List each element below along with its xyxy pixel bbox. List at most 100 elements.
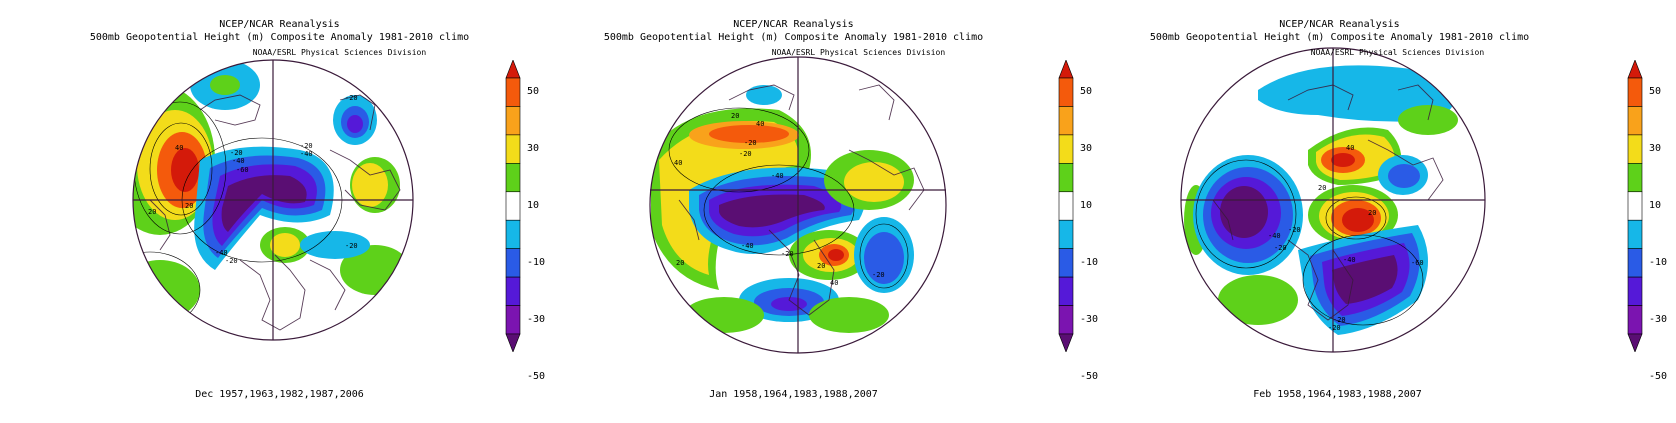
colorbar-level xyxy=(1058,77,1074,107)
contour-label: -40 xyxy=(1268,232,1281,240)
contour-label: -20 xyxy=(1333,316,1346,324)
colorbar-level xyxy=(505,305,521,335)
colorbar-level xyxy=(1627,77,1643,107)
colorbar-level xyxy=(1058,248,1074,278)
colorbar-level xyxy=(505,276,521,306)
colorbar-label: 50 xyxy=(1649,86,1662,98)
colorbar-label: -30 xyxy=(1080,313,1099,325)
colorbar-label: 10 xyxy=(527,200,540,211)
contour-label: -20 xyxy=(345,94,358,102)
colorbar-level xyxy=(505,134,521,164)
contour-label: -20 xyxy=(744,139,757,147)
contour-label: 20 xyxy=(148,208,156,216)
map-subtitle: 500mb Geopotential Height (m) Composite … xyxy=(603,32,984,43)
colorbar-label: -30 xyxy=(527,313,546,325)
colorbar-level xyxy=(1058,305,1074,335)
colorbar-level xyxy=(1058,163,1074,193)
colorbar-label: -10 xyxy=(1649,256,1668,268)
colorbar-svg xyxy=(505,60,521,352)
contour-label: -40 xyxy=(741,242,754,250)
contour-label: -60 xyxy=(236,166,249,174)
colorbar-level xyxy=(1058,333,1074,352)
contour-label: -40 xyxy=(1343,256,1356,264)
map-title: NCEP/NCAR Reanalysis xyxy=(219,19,340,30)
colorbar: 50 30 10 -10 -30 -50 xyxy=(1058,60,1118,382)
contour-label: -20 xyxy=(225,257,238,265)
colorbar-svg xyxy=(1627,60,1643,352)
contour-label: -60 xyxy=(1411,259,1424,267)
colorbar-level xyxy=(505,60,521,79)
map-credit: NOAA/ESRL Physical Sciences Division xyxy=(252,48,427,57)
colorbar-label: -50 xyxy=(527,370,546,382)
map-panel-jan: 20 40 -20 -20 -40 40 20 -40 -20 -20 20 4… xyxy=(559,0,1118,423)
contour-label: 40 xyxy=(1346,144,1354,152)
contour-label: -20 xyxy=(230,149,243,157)
colorbar-level xyxy=(505,191,521,221)
contour-label: 20 xyxy=(185,202,193,210)
colorbar-level xyxy=(1627,134,1643,164)
colorbar-label: -50 xyxy=(1080,370,1099,382)
contour-label: -40 xyxy=(771,172,784,180)
map-credit: NOAA/ESRL Physical Sciences Division xyxy=(1310,48,1485,57)
map-panel-feb: 40 20 -20 -40 -20 -40 -60 -20 20 -20 NCE… xyxy=(1118,0,1676,423)
map-caption: Jan 1958,1964,1983,1988,2007 xyxy=(709,389,878,400)
map-panel-dec: 20 40 -20 -40 -60 -20 -40 -20 20 -40 -20… xyxy=(0,0,559,423)
contour-label: 40 xyxy=(674,159,682,167)
colorbar-level xyxy=(1627,191,1643,221)
contour-label: 20 xyxy=(1318,184,1326,192)
contour-label: 40 xyxy=(830,279,838,287)
colorbar-label: 50 xyxy=(527,86,540,98)
colorbar-label: -10 xyxy=(527,256,546,268)
contour-label: -20 xyxy=(345,242,358,250)
contour-label: 20 xyxy=(676,259,684,267)
colorbar-level xyxy=(505,77,521,107)
colorbar-level xyxy=(1627,163,1643,193)
colorbar-label: 30 xyxy=(527,143,540,155)
contour-label: -40 xyxy=(300,150,313,158)
contour-label: 20 xyxy=(1368,209,1376,217)
colorbar-level xyxy=(1058,191,1074,221)
colorbar: 50 30 10 -10 -30 -50 xyxy=(1627,60,1676,382)
colorbar-label: 10 xyxy=(1080,200,1093,211)
map-subtitle: 500mb Geopotential Height (m) Composite … xyxy=(1149,32,1530,43)
polar-map-feb: 40 20 -20 -40 -20 -40 -60 -20 20 -20 xyxy=(1180,47,1486,353)
map-caption: Dec 1957,1963,1982,1987,2006 xyxy=(195,389,364,400)
contour-label: -20 xyxy=(1288,226,1301,234)
contour-label: -20 xyxy=(1274,244,1287,252)
colorbar-level xyxy=(1627,60,1643,79)
contour-label: -20 xyxy=(1328,324,1341,332)
contour-label: 20 xyxy=(731,112,739,120)
colorbar-level xyxy=(1627,106,1643,136)
map-credit: NOAA/ESRL Physical Sciences Division xyxy=(771,48,946,57)
colorbar-level xyxy=(505,106,521,136)
colorbar-level xyxy=(1627,248,1643,278)
colorbar-level xyxy=(1058,106,1074,136)
colorbar-level xyxy=(505,333,521,352)
colorbar-label: 30 xyxy=(1080,143,1093,155)
contour-label: -20 xyxy=(300,142,313,150)
colorbar-level xyxy=(1627,305,1643,335)
contour-label: -20 xyxy=(739,150,752,158)
polar-map-jan: 20 40 -20 -20 -40 40 20 -40 -20 -20 20 4… xyxy=(649,56,947,354)
colorbar-level xyxy=(1058,276,1074,306)
polar-map-dec: 20 40 -20 -40 -60 -20 -40 -20 20 -40 -20… xyxy=(132,59,414,341)
contour-label: 40 xyxy=(756,120,764,128)
contour-label: -40 xyxy=(232,157,245,165)
map-caption: Feb 1958,1964,1983,1988,2007 xyxy=(1253,389,1422,400)
colorbar-level xyxy=(1627,276,1643,306)
colorbar-label: 10 xyxy=(1649,200,1662,211)
contour-label: 40 xyxy=(175,144,183,152)
colorbar-level xyxy=(1058,60,1074,79)
colorbar-level xyxy=(505,248,521,278)
contour-label: -20 xyxy=(872,271,885,279)
map-subtitle: 500mb Geopotential Height (m) Composite … xyxy=(89,32,470,43)
colorbar-level xyxy=(1058,219,1074,249)
colorbar-level xyxy=(1627,219,1643,249)
colorbar-label: 30 xyxy=(1649,143,1662,155)
colorbar-label: -50 xyxy=(1649,370,1668,382)
map-title: NCEP/NCAR Reanalysis xyxy=(1279,19,1400,30)
colorbar-level xyxy=(505,163,521,193)
colorbar-label: -30 xyxy=(1649,313,1668,325)
map-title: NCEP/NCAR Reanalysis xyxy=(733,19,854,30)
colorbar: 50 30 10 -10 -30 -50 xyxy=(505,60,565,382)
